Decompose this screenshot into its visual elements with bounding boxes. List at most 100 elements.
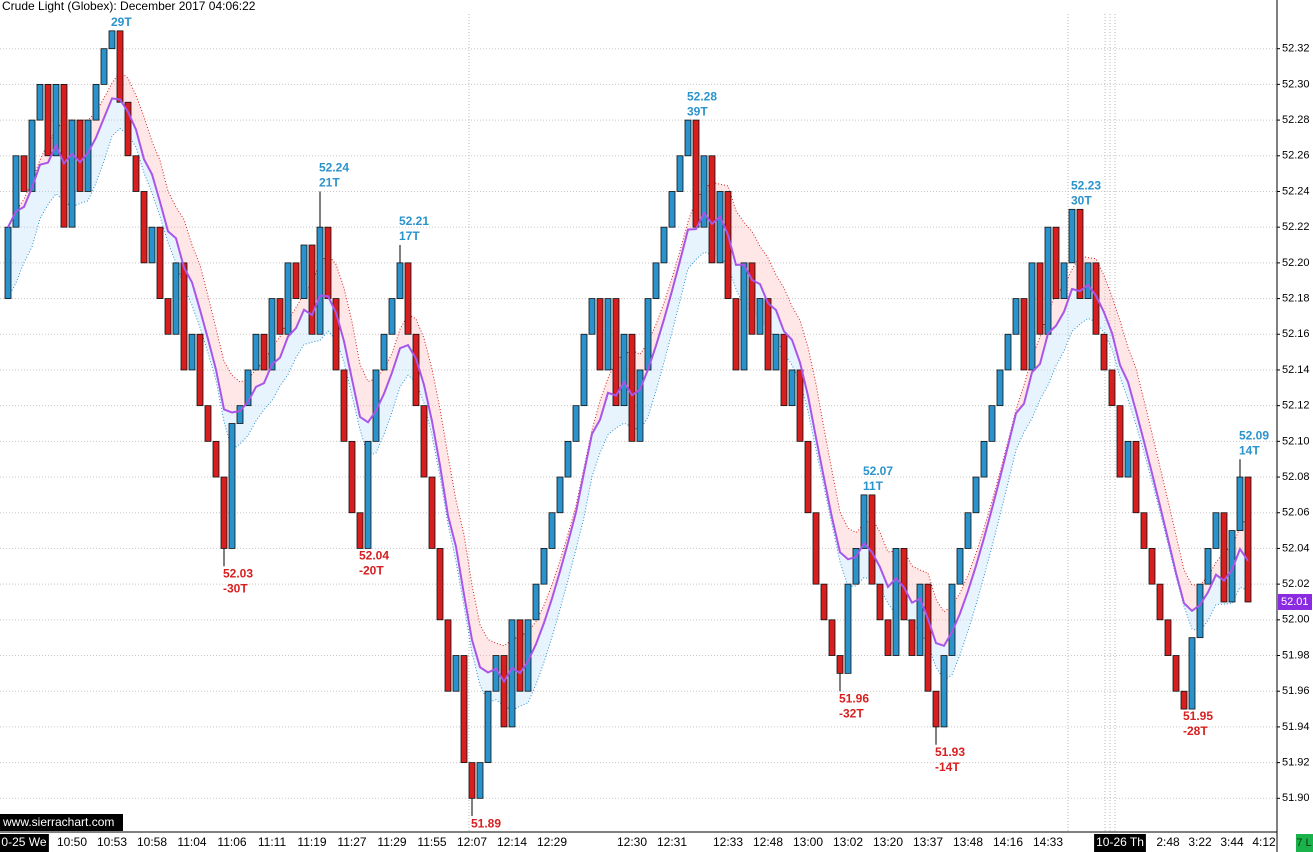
candle-body — [692, 119, 700, 228]
candle-body — [1212, 512, 1220, 549]
x-tick-label: 3:44 — [1220, 835, 1244, 849]
candle-body — [628, 333, 636, 442]
x-axis: 0-25 We 10:50 10:53 10:58 11:04 11:06 11:11 11:… — [0, 834, 1276, 852]
candle-body — [1068, 208, 1076, 264]
candle-body — [388, 298, 396, 335]
candle-body — [324, 226, 332, 299]
candle-body — [1076, 208, 1084, 299]
candle-body — [700, 155, 708, 228]
x-tick-label: 12:48 — [753, 835, 783, 849]
y-tick-label: 52.30 — [1282, 78, 1310, 90]
swing-price: 52.28 — [687, 89, 717, 103]
candle-body — [604, 298, 612, 371]
candle-body — [740, 262, 748, 371]
x-tick-label: 12:30 — [617, 835, 647, 849]
candle-body — [644, 298, 652, 371]
candle-body — [612, 298, 620, 407]
candle-body — [1012, 298, 1020, 335]
swing-price: 52.03 — [223, 566, 253, 580]
candle-body — [220, 476, 228, 549]
x-tick-label: 13:37 — [913, 835, 943, 849]
swing-price: 51.89 — [471, 816, 501, 830]
candle-body — [1092, 262, 1100, 335]
y-tick-label: 51.92 — [1282, 757, 1310, 769]
candle-body — [44, 83, 52, 157]
candle-body — [12, 155, 20, 228]
candle-body — [956, 548, 964, 585]
x-tick-label: 4:12 — [1252, 835, 1276, 849]
candle-body — [716, 191, 724, 264]
candle-body — [36, 83, 44, 121]
candle-body — [764, 298, 772, 371]
candle-body — [852, 548, 860, 585]
x-tick-label: 3:22 — [1188, 835, 1212, 849]
x-tick-label: 13:48 — [953, 835, 983, 849]
candle-body — [476, 762, 484, 799]
candle-body — [788, 369, 796, 407]
candle-body — [316, 226, 324, 335]
candle-body — [300, 244, 308, 299]
x-tick-label: 11:11 — [258, 835, 287, 849]
candle-body — [1140, 512, 1148, 549]
plot-area: 52.3329T52.03-30T52.2421T52.04-20T52.211… — [4, 0, 1269, 830]
candle-body — [452, 655, 460, 692]
lower-band — [7, 127, 1249, 712]
candle-body — [1236, 476, 1244, 531]
candle-body — [884, 619, 892, 656]
x-tick-label: 2:48 — [1156, 835, 1180, 849]
candle-body — [428, 476, 436, 549]
candle-body — [636, 369, 644, 442]
candle-body — [1228, 530, 1236, 603]
candle-body — [1036, 262, 1044, 335]
candle-body — [124, 101, 132, 157]
x-tick-label: 12:14 — [497, 835, 527, 849]
lower-band-fill — [8, 98, 1248, 711]
candle-body — [20, 155, 28, 192]
y-tick-label: 51.96 — [1282, 685, 1310, 697]
candle-body — [412, 333, 420, 407]
y-tick-label: 52.22 — [1282, 221, 1310, 233]
candle-body — [308, 244, 316, 335]
y-tick-label: 52.12 — [1282, 400, 1310, 412]
candle-body — [548, 512, 556, 549]
candle-body — [1164, 619, 1172, 656]
candle-body — [812, 512, 820, 585]
last-price: 52.01 — [1281, 596, 1309, 608]
candle-body — [1124, 440, 1132, 478]
candle-body — [60, 83, 68, 228]
candle-body — [580, 333, 588, 407]
swing-volume: -20T — [359, 564, 384, 578]
x-tick-label: 13:20 — [873, 835, 903, 849]
candle-body — [844, 583, 852, 674]
swing-volume: -32T — [839, 706, 864, 720]
candle-body — [516, 619, 524, 692]
candle-body — [796, 369, 804, 442]
swing-volume: 30T — [1071, 193, 1092, 207]
y-tick-label: 51.94 — [1282, 721, 1310, 733]
candle-body — [1180, 690, 1188, 710]
x-tick-label: 11:19 — [297, 835, 326, 849]
swing-volume: 11T — [863, 479, 884, 493]
swing-volume: 39T — [687, 104, 708, 118]
x-tick-label: 12:31 — [657, 835, 687, 849]
swing-volume: 29T — [111, 15, 132, 29]
candle-body — [804, 440, 812, 514]
y-tick-label: 52.00 — [1282, 614, 1310, 626]
swing-volume: 21T — [319, 176, 340, 190]
candle-body — [780, 333, 788, 407]
y-tick-label: 52.16 — [1282, 328, 1310, 340]
candle-body — [772, 333, 780, 371]
candle-body — [892, 548, 900, 656]
candle-body — [404, 262, 412, 335]
swing-price: 51.93 — [935, 745, 965, 759]
y-tick-label: 52.08 — [1282, 471, 1310, 483]
candle-body — [1044, 226, 1052, 335]
candle-body — [828, 619, 836, 656]
candle-body — [924, 583, 932, 692]
swing-price: 52.21 — [399, 214, 429, 228]
x-tick-label: 12:33 — [713, 835, 743, 849]
candle-body — [284, 262, 292, 335]
candle-body — [660, 226, 668, 264]
x-tick-label: 11:55 — [417, 835, 446, 849]
